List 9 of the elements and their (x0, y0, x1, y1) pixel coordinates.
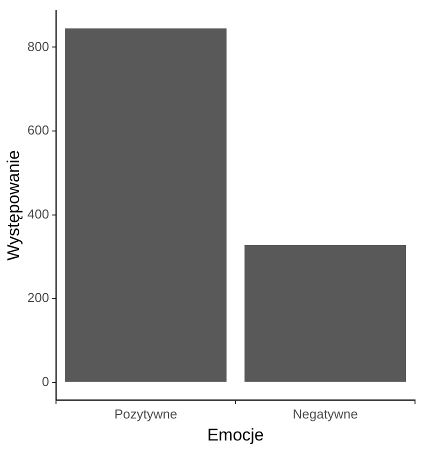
y-tick-label: 200 (27, 290, 50, 306)
x-tick-label: Pozytywne (114, 406, 178, 422)
x-tick-label: Negatywne (292, 406, 358, 422)
y-tick-label: 800 (27, 38, 50, 54)
y-axis-title: Występowanie (4, 150, 23, 261)
y-tick-label: 600 (27, 122, 50, 138)
x-axis-title: Emocje (207, 425, 264, 444)
y-tick-label: 0 (42, 374, 50, 389)
y-tick-label: 400 (27, 206, 50, 222)
